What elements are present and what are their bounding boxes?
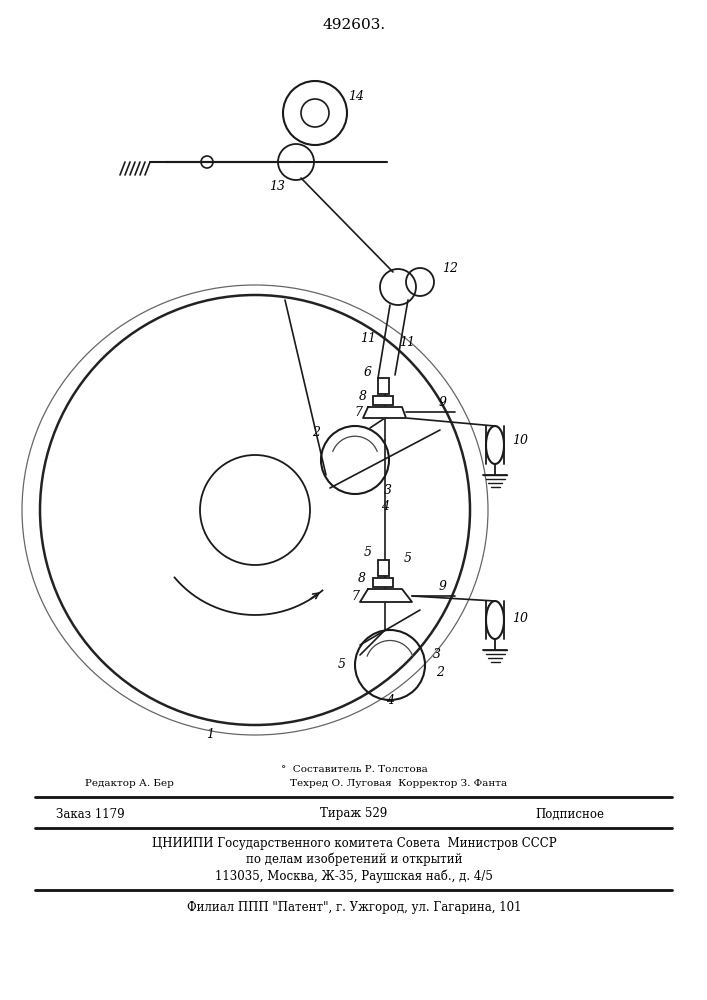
Text: Техред О. Луговая  Корректор З. Фанта: Техред О. Луговая Корректор З. Фанта [290, 780, 507, 788]
Text: 1: 1 [206, 728, 214, 742]
Text: 14: 14 [348, 90, 364, 103]
Text: 8: 8 [359, 390, 367, 403]
Text: 5: 5 [404, 552, 412, 564]
Text: 11: 11 [399, 336, 415, 349]
Text: 7: 7 [354, 406, 362, 420]
Text: Филиал ППП "Патент", г. Ужгород, ул. Гагарина, 101: Филиал ППП "Патент", г. Ужгород, ул. Гаг… [187, 902, 521, 914]
Text: 4: 4 [381, 500, 389, 514]
Text: 7: 7 [351, 589, 359, 602]
Text: 5: 5 [364, 546, 372, 560]
Text: Подписное: Подписное [535, 808, 604, 820]
Text: 113035, Москва, Ж-35, Раушская наб., д. 4/5: 113035, Москва, Ж-35, Раушская наб., д. … [215, 869, 493, 883]
Text: 3: 3 [384, 484, 392, 496]
FancyBboxPatch shape [373, 578, 393, 587]
Text: 11: 11 [360, 332, 376, 344]
Text: ЦНИИПИ Государственного комитета Совета  Министров СССР: ЦНИИПИ Государственного комитета Совета … [152, 836, 556, 850]
Text: °  Составитель Р. Толстова: ° Составитель Р. Толстова [281, 766, 427, 774]
Text: 3: 3 [433, 648, 441, 662]
Text: 492603.: 492603. [322, 18, 385, 32]
FancyBboxPatch shape [378, 378, 389, 394]
FancyBboxPatch shape [373, 396, 393, 405]
Text: Редактор А. Бер: Редактор А. Бер [85, 780, 174, 788]
Text: 2: 2 [312, 426, 320, 440]
Text: 8: 8 [358, 572, 366, 585]
Text: 13: 13 [269, 180, 285, 194]
Text: 12: 12 [442, 261, 458, 274]
Text: 9: 9 [439, 396, 447, 410]
Text: Заказ 1179: Заказ 1179 [56, 808, 124, 820]
Polygon shape [363, 407, 406, 418]
Text: 2: 2 [436, 666, 444, 678]
Text: 5: 5 [338, 658, 346, 672]
Text: 10: 10 [512, 611, 528, 624]
Text: 10: 10 [512, 434, 528, 446]
Text: Тираж 529: Тираж 529 [320, 808, 387, 820]
Text: 9: 9 [439, 580, 447, 593]
Text: по делам изобретений и открытий: по делам изобретений и открытий [246, 852, 462, 866]
Text: 4: 4 [386, 694, 394, 706]
Polygon shape [360, 589, 412, 602]
FancyBboxPatch shape [378, 560, 389, 576]
Text: 6: 6 [364, 365, 372, 378]
